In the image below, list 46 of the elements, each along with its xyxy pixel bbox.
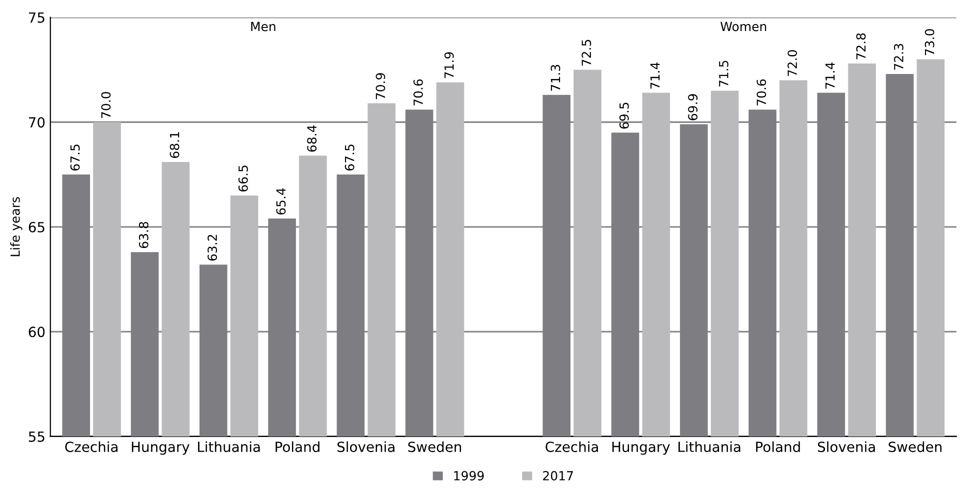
x-tick-label: Lithuania: [678, 441, 740, 452]
data-label: 66.5: [238, 166, 248, 192]
data-label: 67.5: [70, 144, 80, 171]
x-tick-label: Lithuania: [198, 441, 260, 452]
legend-label: 2017: [543, 471, 573, 480]
x-tick-label: Sweden: [408, 441, 462, 452]
data-label: 70.6: [756, 79, 766, 106]
x-tick-label: Hungary: [612, 442, 670, 455]
data-label: 71.5: [719, 60, 728, 87]
data-label: 71.3: [550, 64, 560, 91]
annotation: Men: [251, 22, 276, 32]
data-label: 65.4: [276, 188, 286, 215]
data-label: 70.6: [413, 79, 423, 106]
x-tick-label: Slovenia: [337, 441, 394, 452]
x-tick-label: Poland: [276, 441, 320, 452]
data-label: 70.0: [101, 92, 111, 118]
data-label: 68.4: [307, 125, 317, 152]
data-label: 70.9: [376, 73, 386, 100]
x-tick-label: Slovenia: [818, 441, 875, 452]
y-tick-label: 60: [28, 326, 45, 338]
x-tick-label: Czechia: [546, 441, 598, 452]
data-label: 63.2: [208, 234, 218, 261]
x-tick-label: Czechia: [65, 441, 118, 452]
data-label: 72.3: [894, 44, 904, 70]
y-tick-label: 65: [28, 222, 44, 232]
data-label: 72.0: [788, 50, 798, 76]
data-label: 68.1: [170, 132, 180, 158]
y-axis-title: Life years: [10, 197, 22, 256]
data-label: 63.8: [138, 222, 148, 248]
legend-label: 1999: [454, 471, 484, 480]
data-label: 69.5: [619, 102, 629, 129]
data-label: 71.4: [650, 62, 660, 89]
y-tick-label: 75: [28, 12, 44, 23]
data-label: 73.0: [924, 29, 934, 56]
data-label: 67.5: [344, 144, 354, 171]
data-label: 72.8: [856, 33, 866, 60]
y-tick-label: 55: [28, 432, 44, 442]
data-label: 71.4: [825, 62, 835, 89]
x-tick-label: Sweden: [888, 441, 942, 452]
x-tick-label: Poland: [756, 441, 800, 452]
data-label: 72.5: [582, 40, 592, 66]
y-tick-label: 70: [28, 117, 45, 128]
x-tick-label: Hungary: [132, 442, 190, 455]
data-label: 69.9: [688, 94, 698, 120]
data-label: 71.9: [444, 52, 454, 78]
annotation: Women: [720, 22, 766, 32]
